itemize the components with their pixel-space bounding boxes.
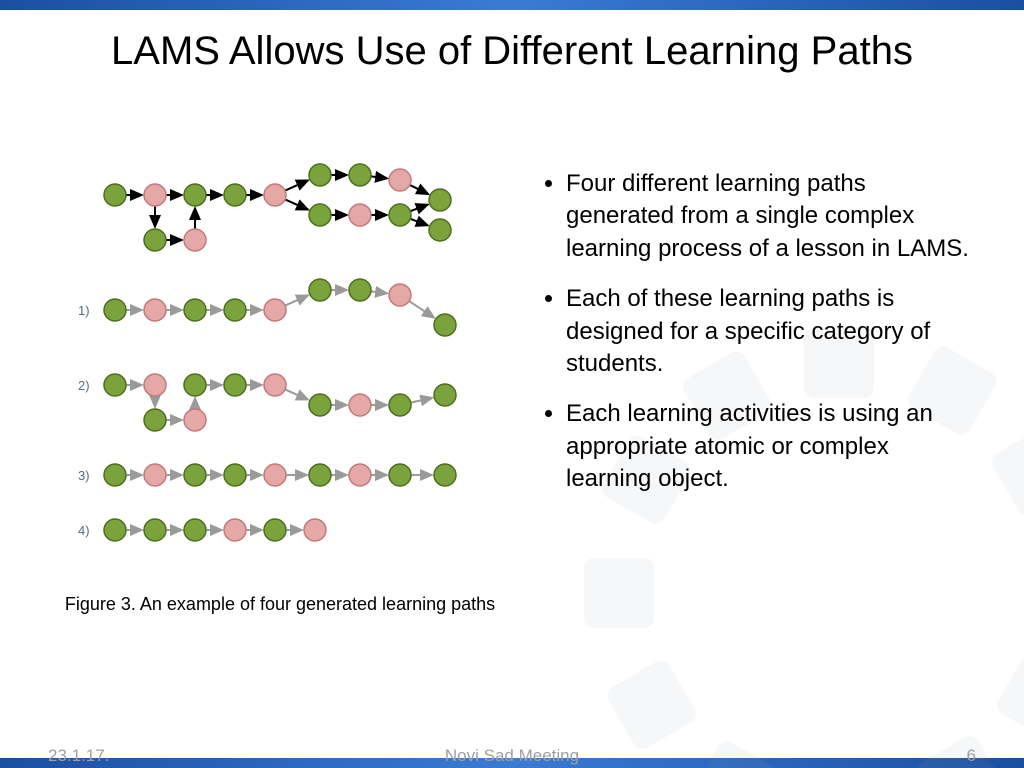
slide-title: LAMS Allows Use of Different Learning Pa…	[0, 28, 1024, 74]
svg-text:3): 3)	[78, 468, 90, 483]
slide-content: 1) 2) 3) 4) Figure 3. An example of four ge…	[0, 160, 1024, 720]
bullet-item: Four different learning paths generated …	[566, 168, 970, 265]
bullet-item: Each of these learning paths is designed…	[566, 283, 970, 380]
figure-caption: Figure 3. An example of four generated l…	[60, 594, 500, 615]
bullet-item: Each learning activities is using an app…	[566, 398, 970, 495]
bullets-column: Four different learning paths generated …	[540, 168, 970, 514]
svg-text:1): 1)	[78, 303, 90, 318]
slide: LAMS Allows Use of Different Learning Pa…	[0, 0, 1024, 768]
svg-text:2): 2)	[78, 378, 90, 393]
learning-paths-diagram: 1) 2) 3) 4)	[60, 160, 500, 580]
footer-center: Novi Sad Meeting	[0, 746, 1024, 766]
bullet-list: Four different learning paths generated …	[540, 168, 970, 496]
footer-page: 6	[967, 746, 976, 766]
slide-border-top	[0, 0, 1024, 10]
svg-text:4): 4)	[78, 523, 90, 538]
figure-column: 1) 2) 3) 4) Figure 3. An example of four ge…	[60, 160, 500, 615]
